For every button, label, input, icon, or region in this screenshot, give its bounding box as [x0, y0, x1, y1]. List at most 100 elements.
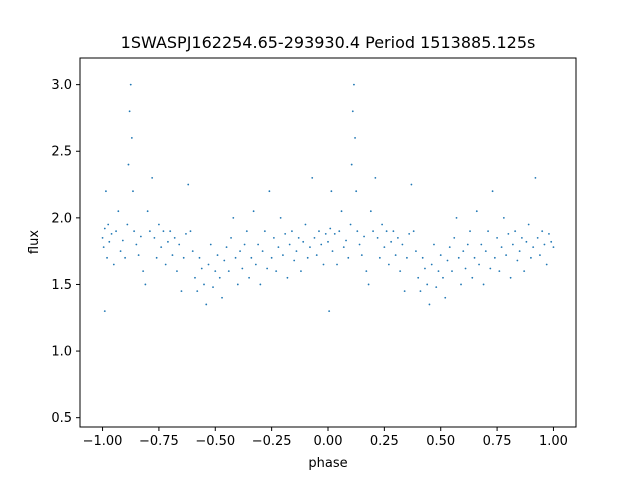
data-point [176, 270, 178, 273]
data-point [297, 236, 300, 239]
data-point [523, 270, 526, 273]
data-point [324, 232, 327, 235]
chart-title: 1SWASPJ162254.65-293930.4 Period 1513885… [121, 33, 536, 52]
x-tick-label: −0.25 [252, 434, 292, 449]
data-point [496, 236, 498, 239]
data-point [209, 243, 212, 246]
data-point [243, 243, 246, 246]
data-point [369, 210, 372, 213]
data-point [173, 236, 176, 239]
data-point [284, 232, 287, 235]
data-point [146, 210, 149, 213]
data-point [232, 216, 235, 219]
data-point [191, 250, 194, 253]
data-point [457, 256, 460, 259]
data-point [198, 256, 201, 259]
data-point [493, 256, 496, 259]
data-point [212, 286, 214, 289]
data-point [396, 236, 399, 239]
data-point [345, 239, 347, 242]
data-point [338, 230, 341, 233]
data-point [142, 270, 145, 273]
data-point [421, 256, 424, 259]
data-point [160, 246, 163, 249]
data-point [401, 243, 404, 246]
data-point [446, 259, 449, 262]
data-point [381, 223, 384, 226]
data-point [214, 270, 217, 273]
data-point [385, 230, 388, 233]
data-point [182, 256, 185, 259]
data-point [279, 216, 282, 219]
data-point [241, 267, 244, 270]
x-tick-label: −0.75 [139, 434, 179, 449]
data-point [403, 290, 406, 293]
data-point [130, 137, 133, 139]
data-point [410, 183, 413, 186]
data-point [178, 243, 181, 246]
data-point [288, 243, 291, 246]
x-tick-label: 0.75 [483, 434, 512, 449]
data-point [539, 254, 541, 257]
data-point [482, 283, 485, 286]
data-point [552, 246, 555, 249]
data-point [239, 250, 241, 253]
data-point [355, 190, 358, 193]
data-point [230, 236, 232, 239]
data-point [340, 210, 343, 213]
data-point [200, 267, 203, 270]
data-point [275, 270, 278, 273]
data-point [293, 259, 296, 262]
data-point [291, 230, 293, 233]
data-point [433, 243, 435, 246]
data-point [516, 259, 519, 262]
data-point [207, 263, 210, 266]
data-point [185, 232, 187, 235]
data-point [507, 232, 510, 235]
data-point [399, 270, 402, 273]
x-tick-label: 1.00 [539, 434, 568, 449]
x-axis-ticks: −1.00 −0.75 −0.50 −0.25 0.00 0.25 0.50 0.75 1.00 [83, 427, 568, 449]
data-point [108, 240, 111, 243]
data-point [406, 256, 408, 259]
data-point [313, 236, 316, 239]
y-tick-label: 1.5 [51, 278, 72, 293]
data-point [322, 263, 325, 266]
data-point [367, 283, 370, 286]
data-point [466, 243, 469, 246]
data-point [327, 240, 329, 243]
x-axis-label: phase [308, 456, 347, 471]
data-point [223, 259, 226, 262]
x-tick-label: −1.00 [83, 434, 123, 449]
data-point [543, 243, 546, 246]
data-point [124, 256, 126, 259]
data-point [502, 216, 505, 219]
data-point [426, 283, 429, 286]
data-point [286, 276, 289, 279]
data-point [480, 243, 483, 246]
data-point [428, 303, 431, 306]
data-point [354, 137, 356, 139]
data-point [372, 230, 374, 233]
data-point [102, 246, 105, 249]
data-point [107, 223, 110, 226]
data-point [135, 243, 138, 246]
data-point [300, 270, 302, 273]
data-point [478, 263, 480, 266]
data-point [218, 276, 221, 279]
y-tick-label: 2.0 [51, 211, 72, 226]
data-point [234, 256, 237, 259]
data-point [203, 283, 205, 286]
data-point [311, 176, 314, 179]
data-point [171, 254, 174, 257]
data-point [266, 267, 269, 270]
data-point [248, 276, 250, 279]
data-point [331, 250, 334, 253]
data-point [272, 236, 275, 239]
data-point [464, 267, 467, 270]
data-point [304, 223, 307, 226]
data-point [545, 263, 548, 266]
data-point [387, 263, 390, 266]
data-point [417, 276, 420, 279]
data-point [525, 240, 528, 243]
